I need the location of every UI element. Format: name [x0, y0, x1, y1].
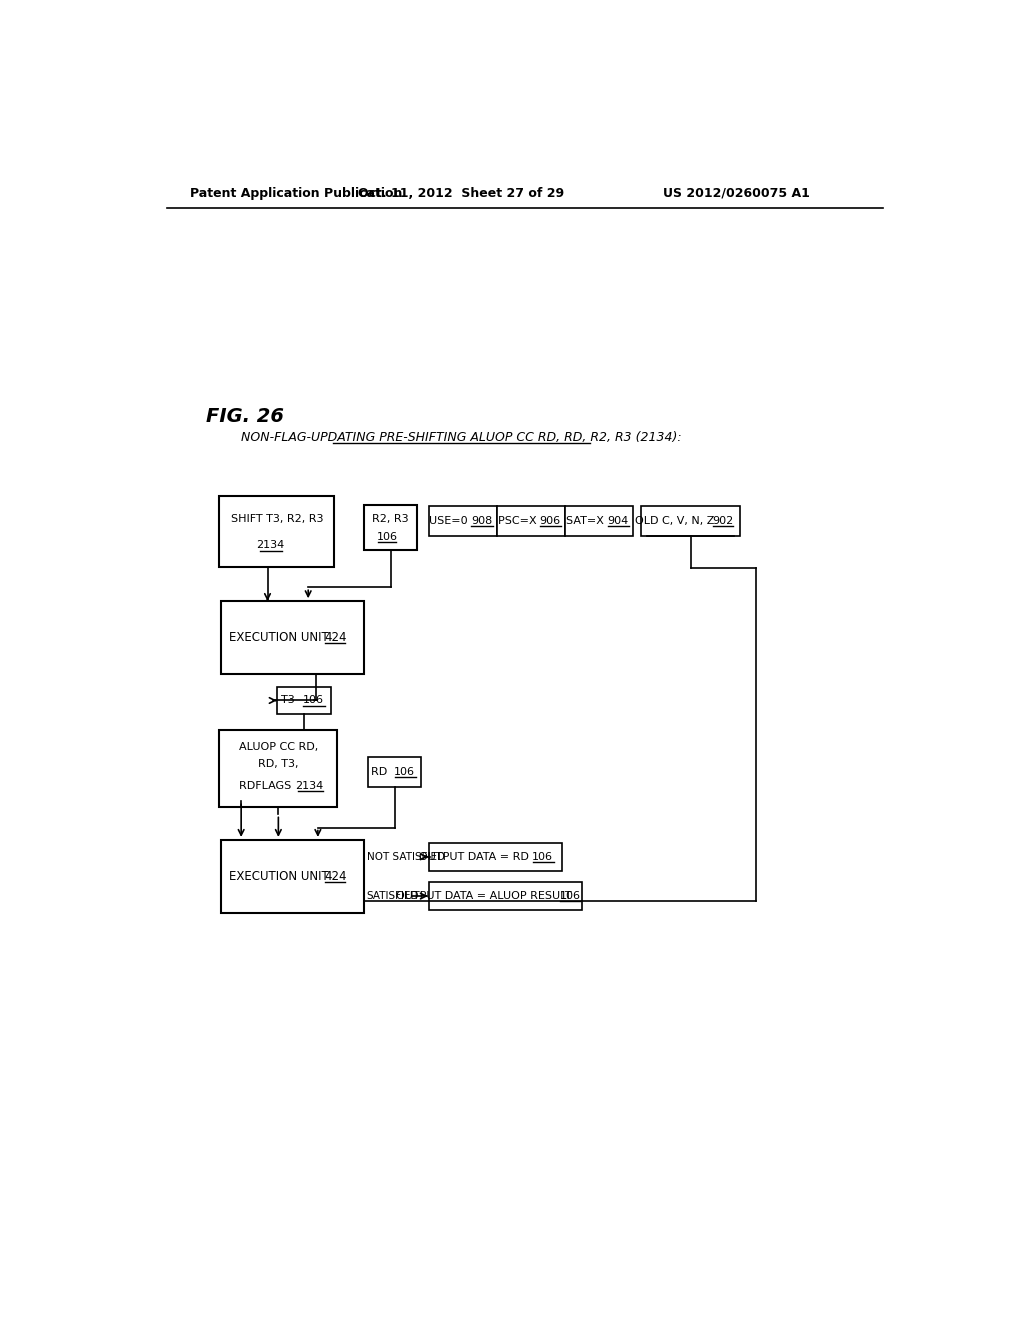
- Bar: [219, 730, 337, 807]
- Text: RD, T3,: RD, T3,: [258, 759, 299, 770]
- Text: 902: 902: [713, 516, 734, 527]
- Text: USE=0: USE=0: [429, 516, 471, 527]
- Text: US 2012/0260075 A1: US 2012/0260075 A1: [663, 186, 810, 199]
- Bar: [429, 843, 562, 871]
- Bar: [429, 507, 497, 536]
- Bar: [429, 882, 583, 909]
- Text: 106: 106: [377, 532, 397, 543]
- Text: SAT=X: SAT=X: [566, 516, 607, 527]
- Text: RD: RD: [371, 767, 390, 777]
- Text: OUTPUT DATA = ALUOP RESULT: OUTPUT DATA = ALUOP RESULT: [396, 891, 575, 902]
- Bar: [276, 686, 331, 714]
- Text: OLD C, V, N, Z: OLD C, V, N, Z: [635, 516, 718, 527]
- Text: 2134: 2134: [256, 540, 285, 550]
- Text: Oct. 11, 2012  Sheet 27 of 29: Oct. 11, 2012 Sheet 27 of 29: [358, 186, 564, 199]
- Bar: [221, 601, 365, 675]
- Text: SATISFIED: SATISFIED: [367, 891, 419, 902]
- Text: 906: 906: [539, 516, 560, 527]
- Text: 106: 106: [303, 696, 324, 705]
- Bar: [641, 507, 740, 536]
- Text: 2134: 2134: [295, 781, 324, 791]
- Text: 424: 424: [324, 870, 346, 883]
- Bar: [369, 758, 421, 787]
- Text: SHIFT T3, R2, R3: SHIFT T3, R2, R3: [230, 513, 323, 524]
- Bar: [221, 840, 365, 913]
- Text: 106: 106: [532, 851, 553, 862]
- Bar: [497, 507, 565, 536]
- Text: 424: 424: [324, 631, 346, 644]
- Bar: [565, 507, 633, 536]
- Text: NOT SATISFIED: NOT SATISFIED: [367, 851, 444, 862]
- Text: OUTPUT DATA = RD: OUTPUT DATA = RD: [419, 851, 531, 862]
- Text: 106: 106: [560, 891, 581, 902]
- Text: 106: 106: [394, 767, 415, 777]
- Text: ALUOP CC RD,: ALUOP CC RD,: [239, 742, 318, 751]
- Bar: [219, 495, 334, 566]
- Text: PSC=X: PSC=X: [498, 516, 540, 527]
- Text: NON-FLAG-UPDATING PRE-SHIFTING ALUOP CC RD, RD, R2, R3 (2134):: NON-FLAG-UPDATING PRE-SHIFTING ALUOP CC …: [241, 430, 682, 444]
- Text: T3: T3: [281, 696, 298, 705]
- Text: RDFLAGS: RDFLAGS: [239, 781, 295, 791]
- Text: FIG. 26: FIG. 26: [206, 407, 284, 426]
- Text: R2, R3: R2, R3: [373, 515, 409, 524]
- Bar: [365, 506, 417, 549]
- Text: 908: 908: [471, 516, 492, 527]
- Text: EXECUTION UNIT: EXECUTION UNIT: [229, 870, 333, 883]
- Text: Patent Application Publication: Patent Application Publication: [190, 186, 402, 199]
- Text: EXECUTION UNIT: EXECUTION UNIT: [229, 631, 333, 644]
- Text: 904: 904: [607, 516, 629, 527]
